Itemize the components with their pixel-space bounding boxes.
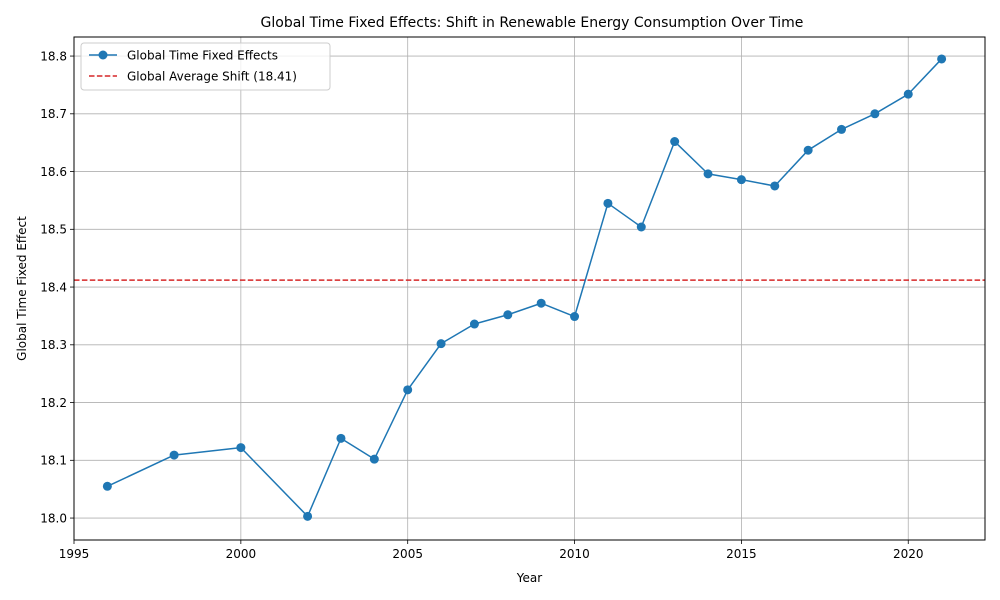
data-point (236, 443, 246, 453)
legend: Global Time Fixed Effects Global Average… (80, 42, 331, 91)
y-axis-label: Global Time Fixed Effect (15, 216, 29, 361)
data-point (837, 124, 847, 134)
data-point (102, 481, 112, 491)
data-point (770, 181, 780, 191)
grid-layer (73, 37, 985, 540)
x-tick-label: 1995 (59, 547, 90, 561)
x-tick-label: 2005 (392, 547, 423, 561)
y-tick-label: 18.8 (40, 49, 67, 63)
legend-label-series: Global Time Fixed Effects (127, 49, 278, 63)
legend-marker-sample (98, 50, 108, 60)
data-point (369, 454, 379, 464)
data-point (436, 339, 446, 349)
data-point (670, 137, 680, 147)
data-point (703, 169, 713, 179)
data-point (937, 54, 947, 64)
x-tick-label: 2000 (226, 547, 257, 561)
x-tick-label: 2020 (893, 547, 924, 561)
data-point (803, 145, 813, 155)
data-point (903, 89, 913, 99)
plot-area-frame (73, 36, 986, 541)
data-point (403, 385, 413, 395)
data-point (736, 175, 746, 185)
y-tick-label: 18.5 (40, 223, 67, 237)
data-point (469, 319, 479, 329)
y-tick-label: 18.4 (40, 280, 67, 294)
y-tick-label: 18.2 (40, 396, 67, 410)
series-layer (102, 54, 947, 521)
x-axis-label: Year (516, 571, 542, 585)
data-point (636, 222, 646, 232)
data-point (503, 310, 513, 320)
data-point (336, 433, 346, 443)
x-tick-label: 2015 (726, 547, 757, 561)
data-point (536, 298, 546, 308)
legend-label-average: Global Average Shift (18.41) (127, 70, 297, 84)
y-tick-label: 18.6 (40, 165, 67, 179)
y-tick-label: 18.7 (40, 107, 67, 121)
y-tick-label: 18.3 (40, 338, 67, 352)
data-point (169, 450, 179, 460)
data-point (303, 511, 313, 521)
data-point (870, 109, 880, 119)
tick-layer: 1995 2000 2005 2010 2015 2020 18.0 18.1 18.2 18.3… (40, 49, 923, 561)
x-tick-label: 2010 (559, 547, 590, 561)
y-tick-label: 18.1 (40, 454, 67, 468)
legend-box (80, 42, 331, 91)
data-point (570, 312, 580, 322)
data-point (603, 198, 613, 208)
chart-title: Global Time Fixed Effects: Shift in Rene… (261, 15, 804, 31)
y-tick-label: 18.0 (40, 511, 67, 525)
